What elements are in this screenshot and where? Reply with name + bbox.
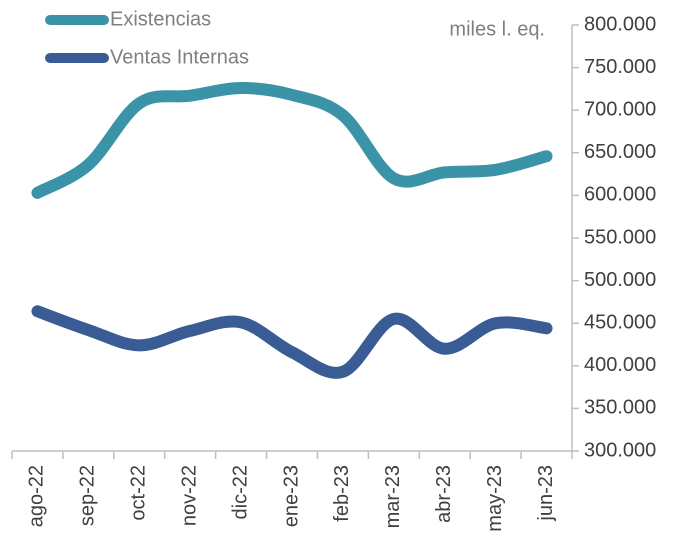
x-tick-label: nov-22 (178, 465, 200, 526)
legend-label: Existencias (110, 8, 211, 30)
x-tick-label: sep-22 (77, 465, 99, 526)
x-tick-label: may-23 (484, 465, 506, 532)
x-tick-label: jun-23 (535, 465, 557, 522)
series-line (31, 305, 553, 379)
y-tick-label: 350.000 (584, 397, 656, 419)
series-line (31, 82, 553, 199)
y-tick-label: 400.000 (584, 354, 656, 376)
x-tick-label: oct-22 (128, 465, 150, 521)
x-tick-label: mar-23 (382, 465, 404, 528)
y-tick-label: 700.000 (584, 98, 656, 120)
legend-label: Ventas Internas (110, 46, 249, 68)
x-tick-label: ago-22 (26, 465, 48, 527)
y-tick-label: 600.000 (584, 184, 656, 206)
y-tick-label: 450.000 (584, 311, 656, 333)
x-tick-label: dic-22 (229, 465, 251, 519)
y-tick-label: 750.000 (584, 56, 656, 78)
x-tick-label: ene-23 (280, 465, 302, 527)
y-tick-label: 500.000 (584, 269, 656, 291)
x-tick-label: abr-23 (433, 465, 455, 523)
y-tick-label: 550.000 (584, 226, 656, 248)
y-tick-label: 800.000 (584, 13, 656, 35)
x-tick-label: feb-23 (331, 465, 353, 522)
y-axis-label: miles l. eq. (449, 18, 545, 40)
y-tick-label: 300.000 (584, 439, 656, 461)
y-tick-label: 650.000 (584, 141, 656, 163)
